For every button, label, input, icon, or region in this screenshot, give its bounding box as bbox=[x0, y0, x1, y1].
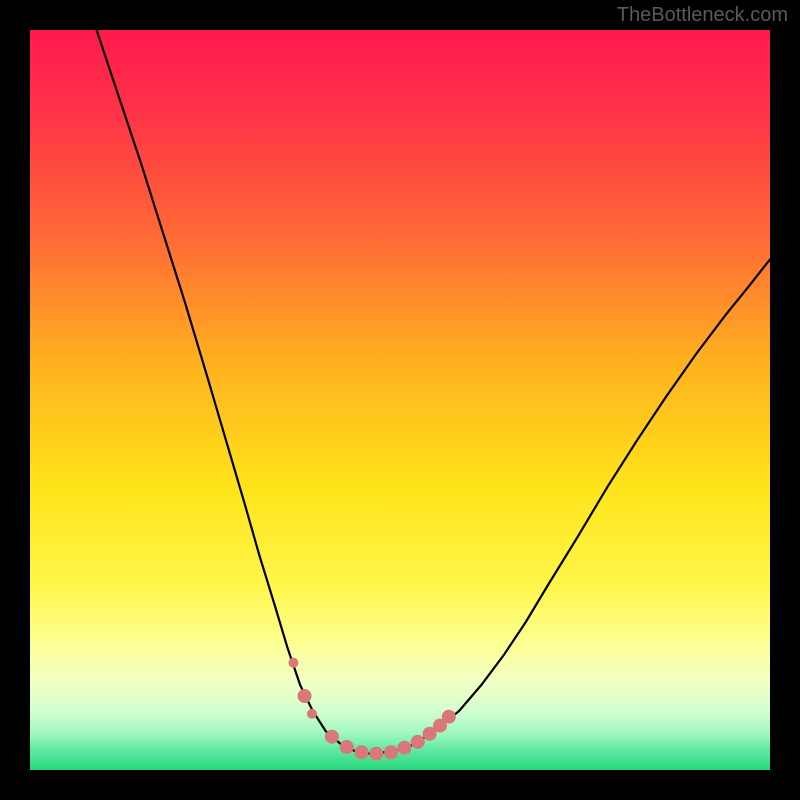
data-marker bbox=[369, 747, 383, 761]
bottleneck-curve-chart bbox=[30, 30, 770, 770]
data-marker bbox=[411, 735, 425, 749]
data-marker bbox=[288, 658, 298, 668]
watermark-text: TheBottleneck.com bbox=[617, 4, 788, 27]
chart-background bbox=[30, 30, 770, 770]
data-marker bbox=[325, 730, 339, 744]
data-marker bbox=[397, 741, 411, 755]
chart-area bbox=[30, 30, 770, 770]
data-marker bbox=[298, 689, 312, 703]
data-marker bbox=[442, 710, 456, 724]
data-marker bbox=[384, 745, 398, 759]
data-marker bbox=[355, 745, 369, 759]
data-marker bbox=[340, 740, 354, 754]
data-marker bbox=[307, 709, 317, 719]
